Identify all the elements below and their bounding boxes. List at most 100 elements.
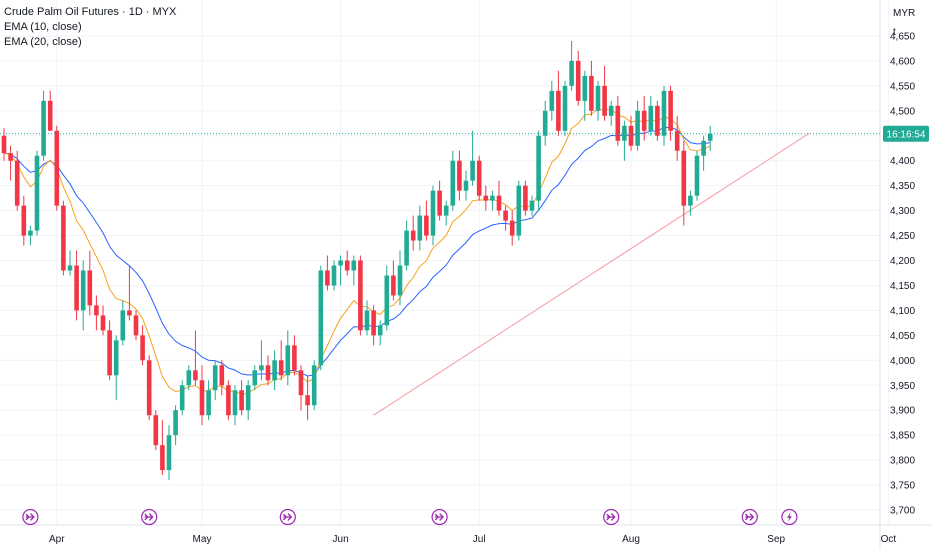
candle[interactable]: [364, 300, 370, 336]
candle[interactable]: [232, 385, 238, 426]
candle[interactable]: [153, 410, 159, 451]
candle[interactable]: [54, 125, 60, 211]
candle[interactable]: [272, 350, 277, 391]
candle[interactable]: [404, 220, 409, 271]
candle[interactable]: [536, 130, 541, 211]
candle[interactable]: [424, 200, 429, 241]
candle[interactable]: [443, 200, 449, 226]
candle[interactable]: [259, 340, 264, 381]
candle[interactable]: [641, 95, 647, 141]
candle[interactable]: [87, 250, 93, 316]
candle[interactable]: [417, 205, 423, 251]
candle[interactable]: [61, 200, 66, 276]
candle[interactable]: [661, 85, 667, 146]
candle[interactable]: [193, 330, 198, 386]
candle[interactable]: [219, 360, 225, 396]
candle[interactable]: [463, 170, 469, 201]
candle[interactable]: [34, 150, 40, 236]
candle[interactable]: [384, 265, 390, 331]
candle[interactable]: [100, 305, 106, 336]
dividend-event-icon[interactable]: [279, 508, 296, 526]
candle[interactable]: [377, 320, 383, 346]
candle[interactable]: [681, 140, 687, 226]
candle[interactable]: [344, 250, 350, 276]
candle[interactable]: [331, 260, 337, 291]
candle[interactable]: [160, 420, 165, 476]
candle[interactable]: [701, 135, 706, 171]
candle[interactable]: [179, 380, 185, 416]
candle[interactable]: [490, 190, 495, 211]
candle[interactable]: [496, 180, 502, 216]
candle[interactable]: [298, 365, 304, 411]
candle[interactable]: [569, 40, 574, 91]
candle[interactable]: [371, 305, 376, 346]
candle[interactable]: [120, 300, 126, 346]
ema20-line[interactable]: [3, 126, 711, 377]
candle[interactable]: [582, 70, 588, 121]
candle[interactable]: [292, 335, 297, 376]
candle[interactable]: [94, 295, 99, 331]
candle[interactable]: [212, 360, 218, 401]
candle[interactable]: [391, 260, 396, 301]
candle[interactable]: [674, 115, 680, 161]
candle[interactable]: [8, 145, 13, 181]
candle[interactable]: [351, 255, 357, 286]
candle[interactable]: [549, 80, 555, 121]
candle[interactable]: [457, 150, 462, 201]
candle[interactable]: [562, 80, 568, 136]
dividend-event-icon[interactable]: [741, 508, 758, 526]
candle[interactable]: [516, 180, 522, 241]
ema10-line[interactable]: [3, 108, 711, 396]
candle[interactable]: [41, 90, 46, 161]
candle[interactable]: [146, 355, 152, 421]
candle[interactable]: [47, 90, 53, 131]
candle[interactable]: [252, 365, 258, 391]
candle[interactable]: [245, 380, 251, 421]
candle[interactable]: [239, 380, 244, 416]
legend-ema20[interactable]: EMA (20, close): [4, 36, 82, 48]
candle[interactable]: [28, 225, 33, 246]
trendline-segment[interactable]: [373, 132, 810, 416]
candle[interactable]: [199, 365, 205, 426]
candle[interactable]: [589, 60, 594, 116]
candle[interactable]: [430, 185, 436, 246]
candle[interactable]: [628, 115, 634, 151]
candle[interactable]: [358, 255, 363, 336]
candle[interactable]: [529, 195, 535, 216]
candle[interactable]: [410, 215, 416, 251]
candle[interactable]: [694, 150, 700, 201]
candle[interactable]: [80, 260, 86, 331]
candle[interactable]: [542, 100, 548, 146]
dividend-event-icon[interactable]: [22, 508, 39, 526]
candle[interactable]: [575, 50, 581, 106]
legend-symbol[interactable]: Crude Palm Oil Futures · 1D · MYX: [4, 6, 177, 18]
candle[interactable]: [483, 185, 489, 211]
candle[interactable]: [278, 340, 284, 381]
dividend-event-icon[interactable]: [431, 508, 448, 526]
candle[interactable]: [615, 95, 621, 146]
candle[interactable]: [311, 360, 317, 411]
candle[interactable]: [338, 255, 343, 286]
candle[interactable]: [556, 70, 561, 136]
candle[interactable]: [608, 100, 614, 126]
candle[interactable]: [668, 85, 673, 141]
candle[interactable]: [140, 325, 145, 366]
candle[interactable]: [113, 335, 119, 401]
candle[interactable]: [707, 125, 713, 151]
candle[interactable]: [107, 320, 112, 381]
candle[interactable]: [470, 130, 475, 186]
lightning-event-icon[interactable]: [781, 508, 798, 526]
candle[interactable]: [67, 250, 73, 276]
candle[interactable]: [305, 375, 310, 421]
candle[interactable]: [74, 250, 79, 321]
candle[interactable]: [523, 180, 528, 216]
candle[interactable]: [285, 330, 291, 386]
candle[interactable]: [622, 120, 627, 161]
candle[interactable]: [688, 190, 693, 216]
candle[interactable]: [127, 265, 132, 321]
candle[interactable]: [595, 80, 601, 121]
candle[interactable]: [437, 180, 442, 221]
candle[interactable]: [173, 405, 178, 446]
candle[interactable]: [648, 95, 654, 136]
